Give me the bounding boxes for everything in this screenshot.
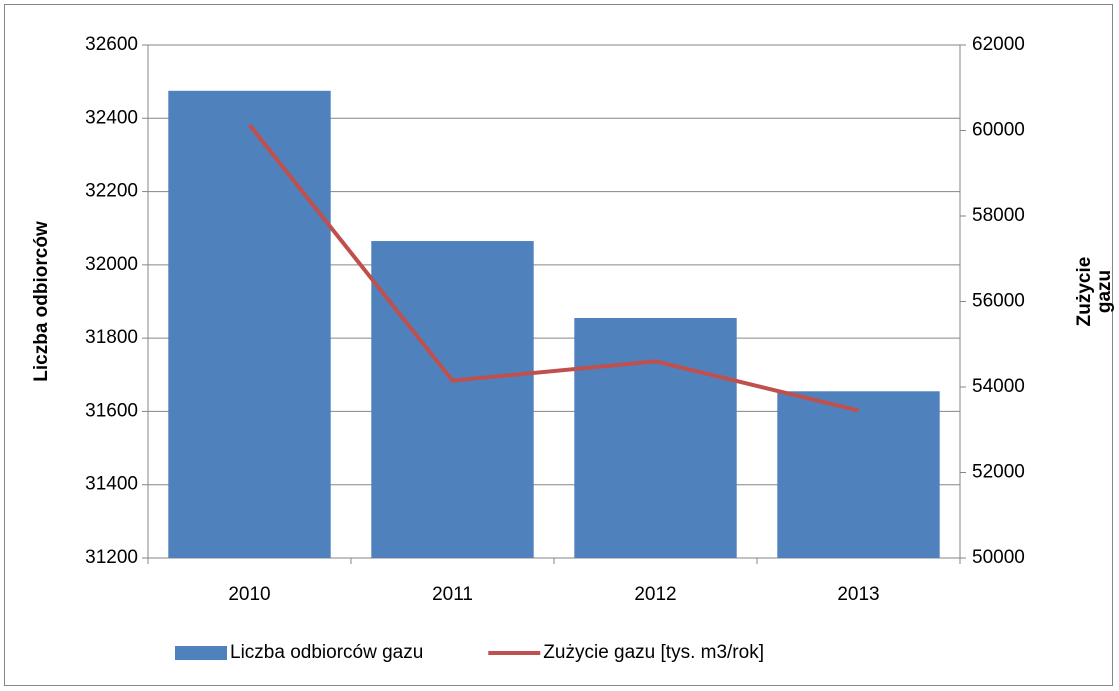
- bar: [777, 391, 940, 558]
- y-tick-label: 31800: [85, 327, 138, 348]
- y-tick-label: 32200: [85, 181, 138, 202]
- legend-swatch: [175, 646, 227, 660]
- y2-tick-label: 60000: [972, 120, 1025, 141]
- y2-axis-title: Zużyciegazu: [1074, 257, 1115, 327]
- y-tick-label: 32600: [85, 34, 138, 55]
- x-tick-label: 2012: [634, 584, 676, 605]
- line: [247, 123, 859, 413]
- y-tick-label: 32400: [85, 107, 138, 128]
- y2-tick-label: 58000: [972, 205, 1025, 226]
- y-tick-label: 31600: [85, 400, 138, 421]
- bar: [371, 241, 534, 558]
- x-tick-label: 2010: [228, 584, 270, 605]
- legend-label: Liczba odbiorców gazu: [230, 642, 423, 663]
- y-tick-label: 31400: [85, 474, 138, 495]
- x-tick-label: 2011: [432, 584, 473, 605]
- y2-tick-label: 52000: [972, 462, 1025, 483]
- legend-label: Zużycie gazu [tys. m3/rok]: [543, 642, 764, 663]
- y2-tick-label: 50000: [972, 547, 1025, 568]
- y-axis-title: Liczba odbiorców: [31, 221, 52, 382]
- y2-tick-label: 56000: [972, 291, 1025, 312]
- y-tick-label: 31200: [85, 547, 138, 568]
- y-tick-label: 32000: [85, 254, 138, 275]
- bar: [168, 90, 331, 558]
- y2-tick-label: 62000: [972, 34, 1025, 55]
- y2-tick-label: 54000: [972, 376, 1025, 397]
- bar: [574, 317, 737, 558]
- x-tick-label: 2013: [837, 584, 879, 605]
